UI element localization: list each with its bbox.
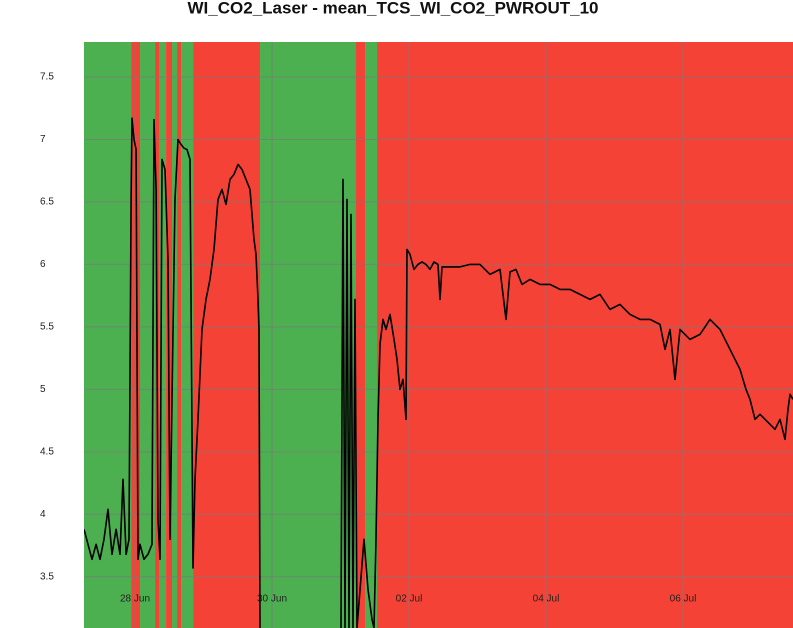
state-region <box>193 42 261 628</box>
x-tick-label: 30 Jun <box>257 594 287 605</box>
x-tick-label: 06 Jul <box>670 594 697 605</box>
state-region <box>365 42 378 628</box>
y-tick-label: 6.5 <box>40 197 54 208</box>
chart-title: WI_CO2_Laser - mean_TCS_WI_CO2_PWROUT_10 <box>188 0 599 17</box>
x-tick-label: 28 Jun <box>120 594 150 605</box>
y-tick-label: 5 <box>40 384 46 395</box>
state-region <box>181 42 194 628</box>
state-region <box>172 42 178 628</box>
state-region <box>131 42 141 628</box>
state-region <box>159 42 167 628</box>
data-line <box>84 117 793 628</box>
state-region <box>177 42 182 628</box>
y-tick-label: 6 <box>40 259 46 270</box>
y-tick-label: 7.5 <box>40 72 54 83</box>
y-tick-label: 3.5 <box>40 571 54 582</box>
y-tick-label: 4.5 <box>40 446 54 457</box>
state-region <box>140 42 156 628</box>
x-tick-label: 04 Jul <box>533 594 560 605</box>
y-tick-label: 7 <box>40 134 46 145</box>
x-tick-label: 02 Jul <box>396 594 423 605</box>
state-region <box>377 42 793 628</box>
state-region <box>355 42 366 628</box>
state-region <box>84 42 132 628</box>
y-tick-label: 4 <box>40 509 46 520</box>
y-tick-label: 5.5 <box>40 322 54 333</box>
